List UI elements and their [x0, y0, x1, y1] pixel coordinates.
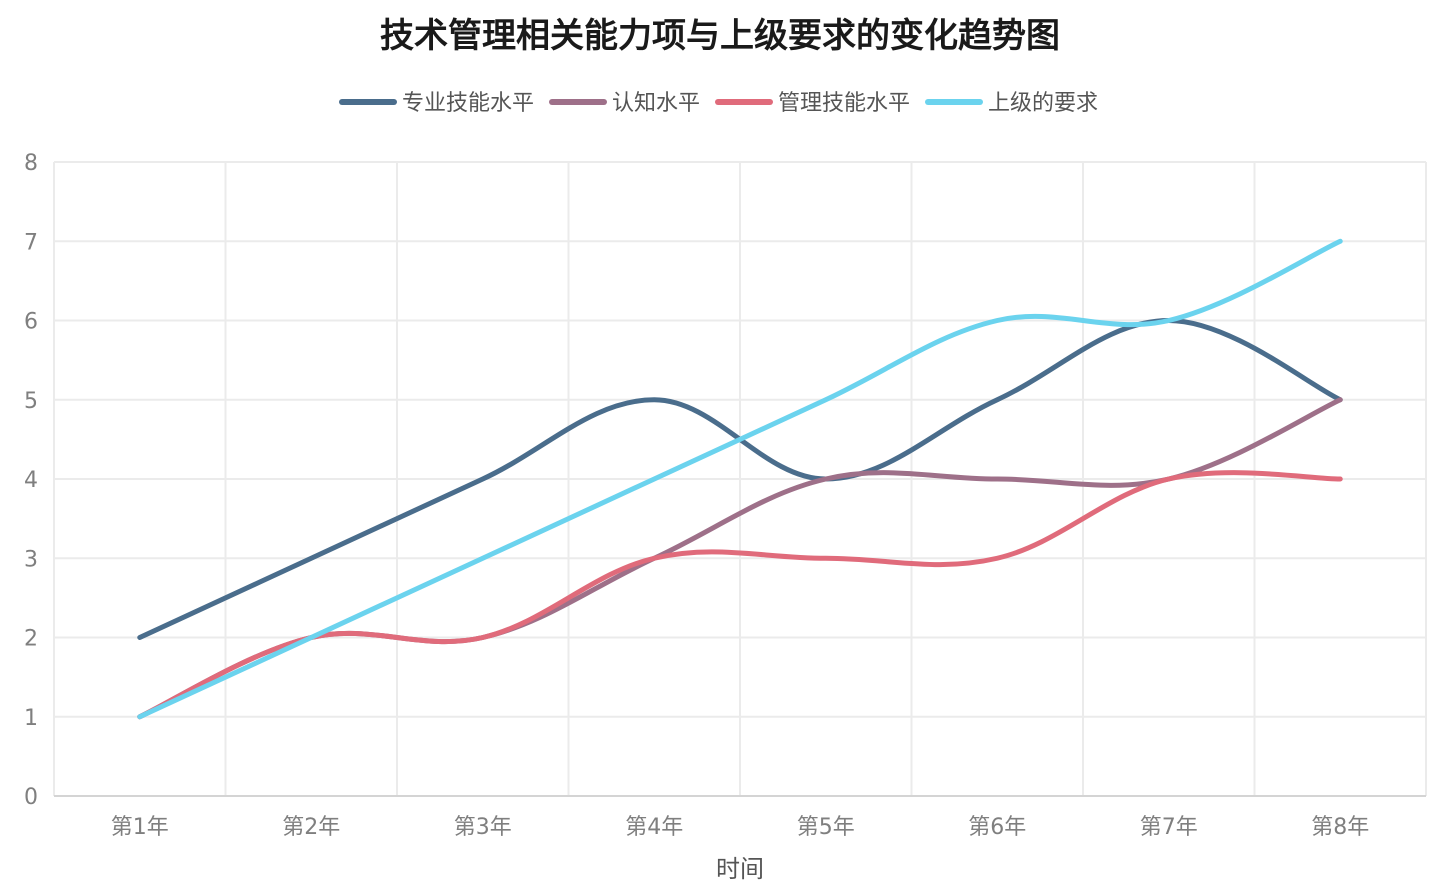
y-tick-label: 5	[24, 389, 38, 414]
x-axis-label: 时间	[716, 855, 764, 883]
y-tick-label: 0	[24, 785, 38, 810]
series-line	[137, 238, 1343, 720]
series-line	[137, 470, 1343, 720]
grid	[53, 161, 1427, 796]
legend: 专业技能水平 认知水平 管理技能水平 上级的要求	[339, 91, 1098, 116]
y-axis-ticks: 0 1 2 3 4 5 6 7 8	[24, 151, 38, 810]
y-tick-label: 6	[24, 310, 38, 335]
x-tick-label: 第4年	[625, 815, 683, 840]
x-tick-label: 第8年	[1311, 815, 1369, 840]
chart-title: 技术管理相关能力项与上级要求的变化趋势图	[380, 16, 1060, 56]
series-lines	[137, 238, 1343, 720]
legend-label: 上级的要求	[988, 91, 1098, 116]
y-tick-label: 3	[24, 547, 38, 572]
y-tick-label: 4	[24, 468, 38, 493]
legend-label: 管理技能水平	[778, 91, 910, 116]
x-axis-ticks: 第1年 第2年 第3年 第4年 第5年 第6年 第7年 第8年	[111, 815, 1370, 840]
x-tick-label: 第7年	[1140, 815, 1198, 840]
legend-label: 专业技能水平	[402, 91, 534, 116]
y-tick-label: 7	[24, 230, 38, 255]
x-tick-label: 第2年	[282, 815, 340, 840]
y-tick-label: 1	[24, 706, 38, 731]
y-tick-label: 8	[24, 151, 38, 176]
legend-label: 认知水平	[612, 91, 700, 116]
x-tick-label: 第5年	[797, 815, 855, 840]
y-tick-label: 2	[24, 627, 38, 652]
x-tick-label: 第1年	[111, 815, 169, 840]
x-tick-label: 第6年	[968, 815, 1026, 840]
x-tick-label: 第3年	[454, 815, 512, 840]
